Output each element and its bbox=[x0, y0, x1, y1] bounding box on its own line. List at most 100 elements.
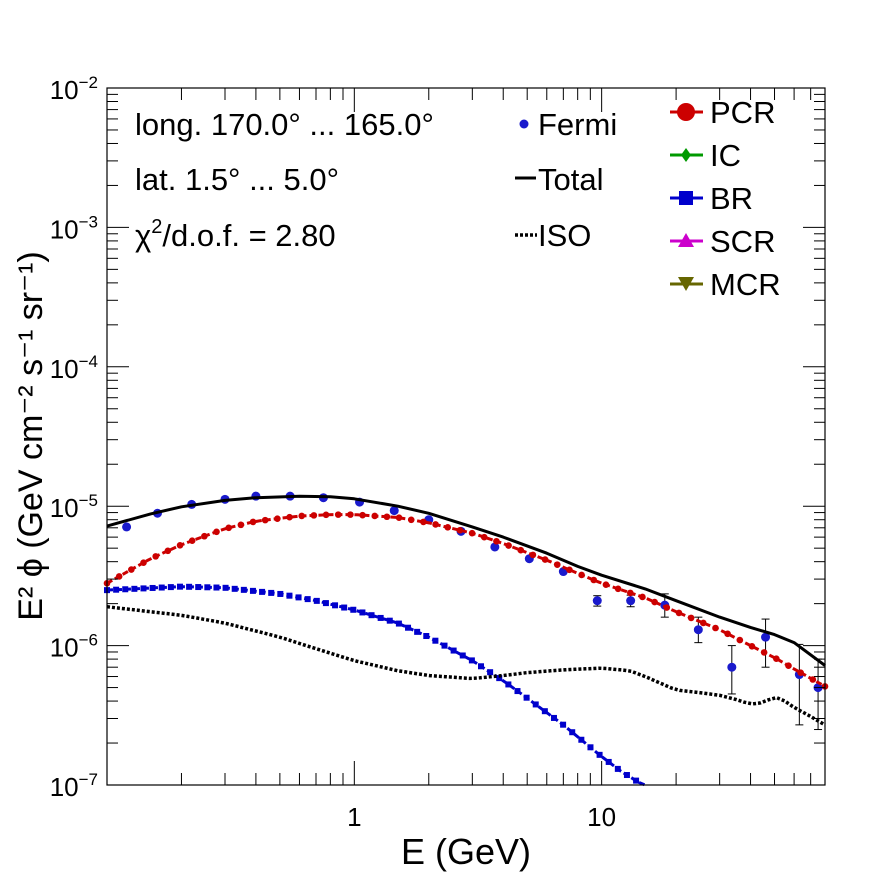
br-marker bbox=[313, 597, 320, 604]
pcr-marker bbox=[286, 513, 293, 521]
pcr-marker bbox=[748, 643, 756, 650]
br-marker bbox=[295, 594, 302, 601]
legend-fermi-marker bbox=[519, 119, 529, 129]
br-marker bbox=[240, 586, 247, 593]
pcr-marker bbox=[407, 516, 415, 524]
pcr-marker bbox=[383, 513, 391, 521]
y-tick-label-1e-5: 10−5 bbox=[50, 491, 98, 523]
br-marker bbox=[304, 596, 311, 603]
legend-mcr-marker bbox=[678, 277, 694, 291]
pcr-marker bbox=[274, 515, 281, 522]
br-marker bbox=[131, 585, 138, 592]
legend-scr-marker bbox=[678, 233, 694, 247]
pcr-marker bbox=[480, 533, 488, 541]
br-marker bbox=[587, 744, 594, 751]
br-marker bbox=[176, 583, 183, 590]
br-marker bbox=[496, 675, 503, 682]
br-marker bbox=[523, 694, 530, 701]
br-marker bbox=[623, 772, 630, 779]
pcr-marker bbox=[797, 669, 804, 676]
br-marker bbox=[395, 620, 402, 627]
pcr-marker bbox=[371, 512, 379, 520]
fermi-data-point bbox=[727, 662, 737, 672]
pcr-marker bbox=[201, 532, 208, 540]
br-marker bbox=[186, 583, 193, 590]
legend-mcr-label: MCR bbox=[710, 267, 781, 302]
legend-ic-label: IC bbox=[710, 138, 741, 173]
x-axis-title: E (GeV) bbox=[401, 831, 531, 872]
fermi-data-point bbox=[693, 625, 703, 635]
y-tick-label-1e-3: 10−3 bbox=[50, 212, 98, 244]
legend-br-marker bbox=[679, 191, 693, 205]
pcr-marker bbox=[176, 541, 184, 549]
br-marker bbox=[268, 589, 275, 596]
pcr-marker bbox=[675, 609, 683, 617]
pcr-marker bbox=[188, 537, 196, 544]
pcr-marker bbox=[736, 636, 744, 644]
legend-scr-label: SCR bbox=[710, 224, 775, 259]
br-marker bbox=[322, 600, 329, 607]
pcr-marker bbox=[639, 593, 646, 601]
legend-item-pcr: PCR bbox=[670, 95, 775, 130]
legend-item-mcr: MCR bbox=[670, 267, 781, 302]
pcr-marker bbox=[128, 566, 135, 573]
pcr-marker bbox=[140, 559, 147, 566]
pcr-marker bbox=[566, 566, 573, 574]
pcr-marker bbox=[225, 524, 232, 532]
br-marker bbox=[505, 681, 512, 688]
br-marker bbox=[560, 721, 567, 728]
br-marker bbox=[605, 758, 612, 765]
pcr-marker bbox=[420, 518, 427, 526]
pcr-marker bbox=[785, 662, 792, 670]
series-iso bbox=[106, 604, 826, 727]
pcr-marker bbox=[773, 655, 780, 662]
pcr-marker bbox=[152, 553, 159, 560]
pcr-marker bbox=[493, 537, 500, 545]
br-marker bbox=[350, 606, 357, 613]
pcr-marker bbox=[602, 581, 610, 589]
legend-item-iso: ISO bbox=[515, 218, 591, 253]
pcr-marker bbox=[444, 524, 452, 531]
br-marker bbox=[386, 617, 393, 624]
br-marker bbox=[541, 708, 548, 715]
pcr-marker bbox=[115, 573, 123, 580]
br-marker bbox=[468, 657, 475, 664]
series-br bbox=[104, 583, 646, 787]
br-marker bbox=[423, 633, 430, 640]
pcr-marker bbox=[541, 556, 549, 563]
series-layer bbox=[103, 491, 829, 787]
br-marker bbox=[158, 584, 165, 591]
legend-item-fermi: Fermi bbox=[519, 107, 617, 142]
pcr-marker bbox=[213, 528, 220, 536]
pcr-marker bbox=[395, 514, 403, 521]
pcr-marker bbox=[663, 604, 671, 611]
pcr-marker bbox=[553, 561, 561, 568]
br-marker bbox=[432, 637, 439, 644]
br-marker bbox=[596, 751, 603, 758]
pcr-marker bbox=[712, 624, 719, 632]
pcr-marker bbox=[578, 571, 585, 579]
pcr-marker bbox=[334, 511, 342, 518]
pcr-marker bbox=[359, 511, 366, 519]
pcr-marker bbox=[432, 521, 439, 528]
pcr-marker bbox=[298, 512, 306, 520]
legend-pcr-marker bbox=[677, 103, 695, 121]
br-marker bbox=[414, 628, 421, 635]
br-marker bbox=[405, 624, 412, 631]
br-marker bbox=[377, 614, 384, 621]
series-pcr bbox=[103, 511, 829, 690]
legend-iso-label: ISO bbox=[538, 218, 591, 253]
longitude-range-text: long. 170.0° ... 165.0° bbox=[135, 107, 434, 142]
pcr-marker bbox=[614, 585, 622, 593]
br-marker bbox=[113, 586, 120, 593]
br-marker bbox=[213, 584, 220, 591]
br-marker bbox=[249, 587, 256, 594]
x-tick-label-1: 1 bbox=[347, 802, 361, 832]
y-tick-label-1e-7: 10−7 bbox=[50, 770, 98, 802]
br-marker bbox=[195, 584, 202, 591]
legend: Fermi Total ISO PCR IC BR SCR bbox=[515, 95, 781, 302]
fermi-data-point bbox=[389, 506, 399, 516]
fermi-data-point bbox=[490, 542, 500, 552]
chi-square-text: χ2/d.o.f. = 2.80 bbox=[135, 216, 336, 253]
y-tick-label-1e-2: 10−2 bbox=[50, 73, 98, 105]
